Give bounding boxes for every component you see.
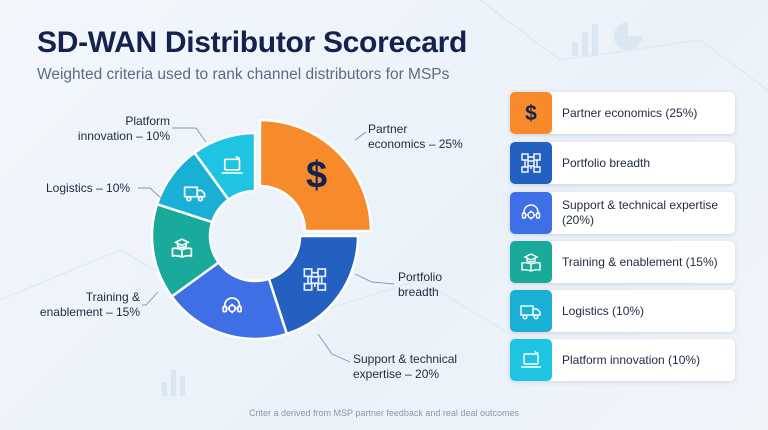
legend-label: Partner economics (25%): [562, 105, 698, 120]
legend-swatch: [510, 192, 552, 234]
pie-chart-decor-icon: [614, 22, 642, 50]
leader-line-partner-economics: [354, 131, 367, 141]
legend-swatch: [510, 241, 552, 283]
legend-swatch: [510, 290, 552, 332]
book-cap-icon: [171, 238, 193, 258]
legend-swatch: [510, 142, 552, 184]
slice-label-partner-economics: Partner economics – 25%: [368, 122, 463, 151]
dollar-icon: $: [525, 102, 537, 125]
footnote: Criter a derived from MSP partner feedba…: [249, 408, 519, 418]
leader-line-portfolio-breadth: [354, 273, 395, 285]
legend-label: Logistics (10%): [562, 303, 645, 318]
leader-line-platform: [172, 127, 207, 143]
truck-icon: [183, 186, 206, 202]
bar-chart-decor-icon: [162, 370, 185, 396]
legend-card-portfolio-breadth: Portfolio breadth: [510, 142, 735, 184]
network-icon: [521, 153, 541, 173]
network-icon: [303, 268, 327, 291]
legend-label: Training & enablement (15%): [562, 254, 718, 269]
slice-label-logistics: Logistics – 10%: [46, 181, 131, 195]
donut-slice-support: [169, 260, 289, 341]
book-cap-icon: [521, 253, 541, 272]
svg-text:$: $: [525, 102, 537, 125]
leader-line-logistics: [138, 187, 164, 201]
legend-card-platform: Platform innovation (10%): [510, 339, 735, 381]
leader-line-support: [317, 333, 351, 363]
legend-label: Platform innovation (10%): [562, 352, 701, 367]
leader-line-training: [142, 291, 159, 306]
legend-swatch: $: [510, 92, 552, 134]
slice-label-support: Support & technical expertise – 20%: [353, 352, 458, 381]
bar-chart-decor-icon: [572, 24, 598, 56]
legend-label: Support & technical expertise (20%): [562, 198, 719, 227]
headset-gear-icon: [521, 204, 541, 220]
slice-label-portfolio-breadth: Portfolio breadth: [398, 270, 443, 299]
slice-label-platform: Platform innovation – 10%: [77, 114, 170, 143]
headset-gear-icon: [222, 297, 242, 314]
legend-label: Portfolio breadth: [562, 155, 651, 170]
laptop-icon: [521, 350, 541, 368]
donut-slice-partner-economics: [258, 118, 373, 233]
truck-icon: [520, 305, 541, 320]
page-subtitle: Weighted criteria used to rank channel d…: [37, 66, 450, 83]
donut-slice-portfolio-breadth: [267, 234, 360, 336]
legend-card-partner-economics: $ Partner economics (25%): [510, 92, 735, 134]
svg-text:$: $: [306, 154, 327, 196]
page-title: SD-WAN Distributor Scorecard: [37, 26, 467, 59]
slice-label-training: Training & enablement – 15%: [39, 290, 140, 319]
laptop-icon: [221, 155, 243, 174]
dollar-icon: $: [306, 154, 327, 196]
legend-card-training: Training & enablement (15%): [510, 241, 735, 283]
legend-swatch: [510, 339, 552, 381]
legend-card-support: Support & technical expertise (20%): [510, 192, 735, 234]
legend-card-logistics: Logistics (10%): [510, 290, 735, 332]
